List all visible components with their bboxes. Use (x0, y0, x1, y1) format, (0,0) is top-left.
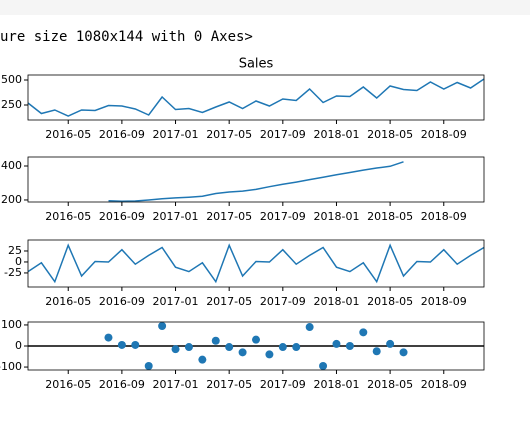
residual-point (278, 343, 287, 352)
x-tick-label: 2018-01 (313, 295, 359, 308)
y-tick-label: -25 (4, 266, 22, 279)
axes-frame (27, 74, 485, 121)
y-tick-label: 100 (1, 318, 22, 331)
output-text: ure size 1080x144 with 0 Axes> (0, 29, 253, 45)
chart-title: Sales (239, 57, 274, 72)
x-tick-label: 2018-09 (421, 210, 467, 223)
residual-point (117, 340, 126, 349)
x-tick-label: 2016-05 (45, 210, 91, 223)
residual-point (305, 323, 314, 332)
residual-point (238, 348, 247, 357)
residual-point (319, 362, 328, 370)
residual-point (332, 339, 341, 348)
x-tick-label: 2018-05 (367, 295, 413, 308)
residual-point (225, 343, 234, 352)
residual-point (104, 333, 113, 342)
cell-toolbar (0, 0, 530, 15)
y-tick-label: 200 (1, 193, 22, 206)
y-tick-label: 400 (1, 159, 22, 172)
x-tick-label: 2017-01 (153, 210, 199, 223)
residual-point (372, 347, 381, 356)
x-tick-label: 2017-05 (206, 378, 252, 391)
residual-point (265, 350, 274, 359)
x-tick-label: 2018-01 (313, 210, 359, 223)
x-tick-label: 2018-09 (421, 378, 467, 391)
residual-point (359, 328, 368, 337)
axes-frame (27, 321, 485, 371)
x-tick-label: 2016-09 (99, 128, 145, 141)
x-tick-label: 2017-01 (153, 128, 199, 141)
residual-point (292, 343, 301, 352)
x-tick-label: 2018-05 (367, 128, 413, 141)
residual-point (252, 335, 260, 344)
axes-frame (27, 239, 485, 288)
line-series (108, 161, 404, 202)
x-tick-label: 2017-01 (153, 378, 199, 391)
y-tick-label: 250 (1, 98, 22, 111)
x-tick-label: 2016-05 (45, 378, 91, 391)
residual-point (158, 322, 167, 330)
y-tick-label: 0 (15, 255, 22, 268)
x-tick-label: 2016-05 (45, 295, 91, 308)
axes-frame (27, 156, 485, 203)
y-tick-label: 0 (15, 339, 22, 352)
residual-point (399, 348, 408, 357)
residual-point (211, 336, 220, 345)
x-tick-label: 2017-09 (260, 128, 306, 141)
x-tick-label: 2017-09 (260, 210, 306, 223)
y-tick-label: 500 (1, 73, 22, 86)
x-tick-label: 2018-09 (421, 128, 467, 141)
x-tick-label: 2018-05 (367, 378, 413, 391)
x-tick-label: 2017-05 (206, 128, 252, 141)
residual-point (144, 362, 153, 370)
residual-point (171, 345, 180, 354)
x-tick-label: 2017-01 (153, 295, 199, 308)
x-tick-label: 2017-05 (206, 210, 252, 223)
line-series (27, 78, 485, 117)
x-tick-label: 2016-09 (99, 295, 145, 308)
x-tick-label: 2016-09 (99, 210, 145, 223)
x-tick-label: 2018-05 (367, 210, 413, 223)
residual-point (184, 343, 193, 352)
y-tick-label: -100 (0, 360, 22, 373)
y-tick-label: 25 (8, 244, 22, 257)
x-tick-label: 2017-09 (260, 378, 306, 391)
residual-point (198, 355, 207, 364)
residual-point (131, 340, 140, 349)
x-tick-label: 2017-09 (260, 295, 306, 308)
line-series (27, 243, 485, 284)
x-tick-label: 2018-01 (313, 378, 359, 391)
x-tick-label: 2018-09 (421, 295, 467, 308)
x-tick-label: 2016-09 (99, 378, 145, 391)
x-tick-label: 2017-05 (206, 295, 252, 308)
residual-point (386, 339, 395, 348)
x-tick-label: 2016-05 (45, 128, 91, 141)
residual-point (345, 342, 354, 350)
x-tick-label: 2018-01 (313, 128, 359, 141)
